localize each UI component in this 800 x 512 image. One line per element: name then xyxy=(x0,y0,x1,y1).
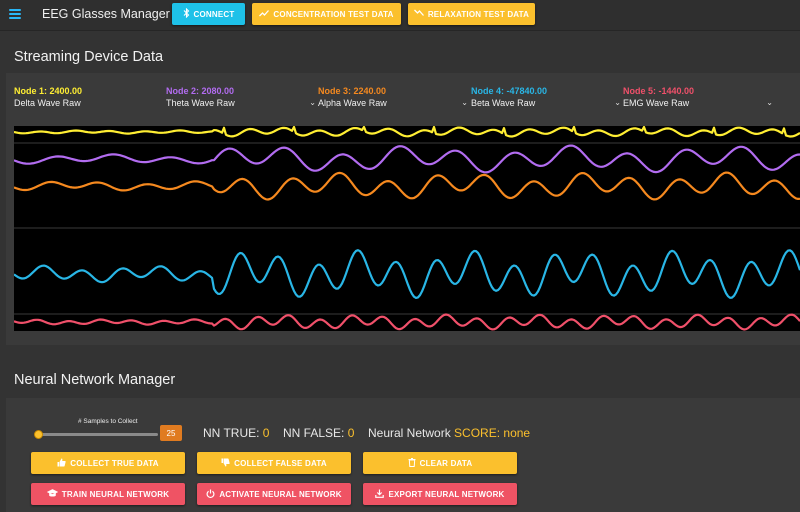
node-5-mode-select[interactable]: EMG Wave Raw ⌄ xyxy=(623,98,773,108)
node-4-mode-select[interactable]: Beta Wave Raw ⌄ xyxy=(471,98,621,108)
samples-slider-label: # Samples to Collect xyxy=(78,418,138,425)
clear-data-label: CLEAR DATA xyxy=(419,458,473,468)
plot-gridlines xyxy=(14,142,800,315)
concentration-test-data-button[interactable]: CONCENTRATION TEST DATA xyxy=(252,3,401,25)
waveform-canvas xyxy=(13,125,800,331)
node-4-value: Node 4: -47840.00 xyxy=(471,86,548,96)
activate-neural-network-button[interactable]: ACTIVATE NEURAL NETWORK xyxy=(197,483,351,505)
samples-slider-track[interactable] xyxy=(38,433,158,436)
samples-slider-thumb[interactable] xyxy=(34,430,43,439)
streaming-section-title: Streaming Device Data xyxy=(14,49,164,65)
collect-false-label: COLLECT FALSE DATA xyxy=(234,458,327,468)
train-neural-network-button[interactable]: TRAIN NEURAL NETWORK xyxy=(31,483,185,505)
activate-label: ACTIVATE NEURAL NETWORK xyxy=(219,489,342,499)
clear-data-button[interactable]: CLEAR DATA xyxy=(363,452,517,474)
nn-true-value: 0 xyxy=(262,426,270,440)
connect-label: CONNECT xyxy=(193,9,235,19)
samples-slider-value: 25 xyxy=(160,425,182,441)
graduation-cap-icon xyxy=(46,489,58,499)
node-1-trace xyxy=(13,125,800,138)
node-1-value: Node 1: 2400.00 xyxy=(14,86,83,96)
concentration-label: CONCENTRATION TEST DATA xyxy=(273,9,394,19)
chevron-down-icon: ⌄ xyxy=(766,98,773,107)
node-3-trace xyxy=(13,171,800,201)
top-app-bar: EEG Glasses Manager CONNECT CONCENTRATIO… xyxy=(0,0,800,31)
node-2-header: Node 2: 2080.00 Theta Wave Raw ⌄ xyxy=(166,86,316,108)
trash-icon xyxy=(408,457,416,469)
nn-section-title: Neural Network Manager xyxy=(14,372,176,388)
collect-true-label: COLLECT TRUE DATA xyxy=(70,458,159,468)
thumbs-up-icon xyxy=(57,458,66,469)
thumbs-down-icon xyxy=(221,458,230,469)
bluetooth-icon xyxy=(183,7,190,20)
node-1-mode-select[interactable]: Delta Wave Raw xyxy=(14,98,164,108)
node-2-mode-select[interactable]: Theta Wave Raw ⌄ xyxy=(166,98,316,108)
export-neural-network-button[interactable]: EXPORT NEURAL NETWORK xyxy=(363,483,517,505)
node-3-mode-select[interactable]: Alpha Wave Raw ⌄ xyxy=(318,98,468,108)
train-label: TRAIN NEURAL NETWORK xyxy=(61,489,170,499)
nn-score-label-a: Neural Network xyxy=(368,426,451,440)
chevron-down-icon: ⌄ xyxy=(309,98,316,107)
nn-score-label-b: SCORE: xyxy=(454,426,501,440)
export-label: EXPORT NEURAL NETWORK xyxy=(388,489,505,499)
nn-false-value: 0 xyxy=(347,426,355,440)
node-2-trace xyxy=(13,144,800,174)
connect-button[interactable]: CONNECT xyxy=(172,3,245,25)
nn-score-stat: Neural Network SCORE: none xyxy=(368,426,530,440)
node-1-header: Node 1: 2400.00 Delta Wave Raw xyxy=(14,86,164,108)
eeg-waveform-plot xyxy=(13,125,800,331)
node-2-value: Node 2: 2080.00 xyxy=(166,86,235,96)
node-3-value: Node 3: 2240.00 xyxy=(318,86,387,96)
node-5-trace xyxy=(13,313,800,331)
menu-icon[interactable] xyxy=(9,9,21,19)
node-4-header: Node 4: -47840.00 Beta Wave Raw ⌄ xyxy=(471,86,621,108)
node-5-mode-label: EMG Wave Raw xyxy=(623,98,690,108)
nn-false-stat: NN FALSE: 0 xyxy=(283,426,354,440)
node-1-mode-label: Delta Wave Raw xyxy=(14,98,81,108)
chevron-down-icon: ⌄ xyxy=(461,98,468,107)
nn-false-label: NN FALSE: xyxy=(283,426,345,440)
node-4-mode-label: Beta Wave Raw xyxy=(471,98,536,108)
collect-true-data-button[interactable]: COLLECT TRUE DATA xyxy=(31,452,185,474)
relaxation-test-data-button[interactable]: RELAXATION TEST DATA xyxy=(408,3,535,25)
nn-true-label: NN TRUE: xyxy=(203,426,260,440)
collect-false-data-button[interactable]: COLLECT FALSE DATA xyxy=(197,452,351,474)
trending-down-icon xyxy=(413,9,424,19)
node-5-value: Node 5: -1440.00 xyxy=(623,86,695,96)
nn-score-value: none xyxy=(503,426,531,440)
node-4-trace xyxy=(13,249,800,299)
nn-true-stat: NN TRUE: 0 xyxy=(203,426,269,440)
trending-up-icon xyxy=(259,9,270,19)
chevron-down-icon: ⌄ xyxy=(614,98,621,107)
app-title: EEG Glasses Manager xyxy=(42,7,170,21)
node-3-mode-label: Alpha Wave Raw xyxy=(318,98,387,108)
node-3-header: Node 3: 2240.00 Alpha Wave Raw ⌄ xyxy=(318,86,468,108)
download-icon xyxy=(375,489,385,500)
node-2-mode-label: Theta Wave Raw xyxy=(166,98,235,108)
power-icon xyxy=(206,489,215,500)
relaxation-label: RELAXATION TEST DATA xyxy=(427,9,530,19)
node-5-header: Node 5: -1440.00 EMG Wave Raw ⌄ xyxy=(623,86,773,108)
